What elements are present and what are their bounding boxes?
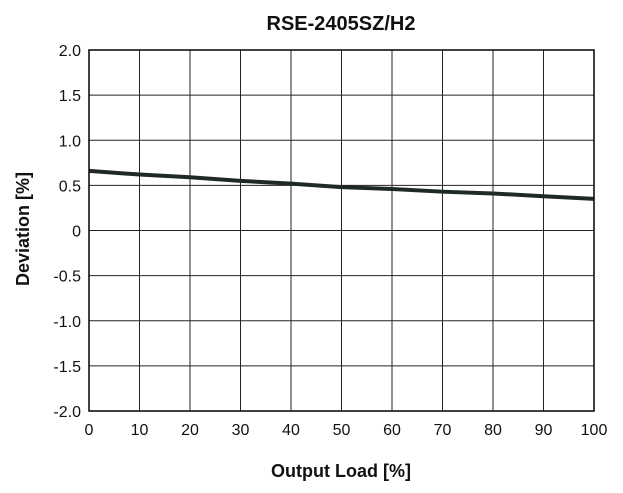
plot-border	[88, 49, 595, 412]
x-tick-label: 50	[333, 422, 351, 439]
y-axis-title: Deviation [%]	[13, 172, 33, 286]
x-tick-label: 80	[484, 422, 502, 439]
y-tick-label: 0.5	[59, 178, 81, 195]
y-tick-label: -1.0	[53, 314, 81, 331]
series-line	[88, 168, 595, 201]
series-layer	[88, 168, 595, 201]
x-tick-label: 60	[383, 422, 401, 439]
x-tick-label: 70	[434, 422, 452, 439]
x-tick-labels: 0 10 20 30 40 50 60 70 80 90 100	[85, 422, 608, 439]
x-axis-title: Output Load [%]	[271, 461, 411, 481]
x-tick-label: 0	[85, 422, 94, 439]
y-tick-labels: 2.0 1.5 1.0 0.5 0 -0.5 -1.0 -1.5 -2.0	[53, 43, 81, 421]
y-tick-label: 1.0	[59, 133, 81, 150]
x-tick-label: 10	[131, 422, 149, 439]
x-tick-label: 30	[232, 422, 250, 439]
y-tick-label: -0.5	[53, 269, 81, 286]
x-tick-label: 40	[282, 422, 300, 439]
grid-lines	[88, 49, 595, 412]
x-tick-label: 20	[181, 422, 199, 439]
plot-frame	[88, 49, 595, 412]
chart-title: RSE-2405SZ/H2	[267, 13, 416, 35]
x-tick-label: 90	[535, 422, 553, 439]
x-tick-label: 100	[581, 422, 608, 439]
y-tick-label: -1.5	[53, 359, 81, 376]
y-tick-label: 0	[72, 224, 81, 241]
y-tick-label: 1.5	[59, 88, 81, 105]
y-tick-label: -2.0	[53, 404, 81, 421]
y-tick-label: 2.0	[59, 43, 81, 60]
